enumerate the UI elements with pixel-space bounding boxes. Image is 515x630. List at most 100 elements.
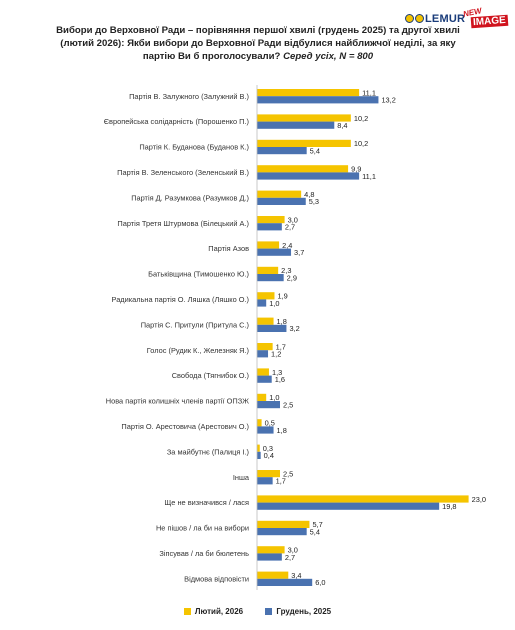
data-label-dec: 2,5 xyxy=(283,400,293,409)
data-label-dec: 1,8 xyxy=(277,426,287,435)
bar-feb xyxy=(257,520,310,528)
data-label-dec: 5,4 xyxy=(310,146,320,155)
bar-feb xyxy=(257,470,280,478)
bar-feb xyxy=(257,292,275,300)
legend-item-feb: Лютий, 2026 xyxy=(183,607,244,616)
category-label: Партія К. Буданова (Буданов К.) xyxy=(139,143,249,152)
bar-feb xyxy=(257,165,349,173)
bar-dec xyxy=(257,553,282,561)
category-label: Ще не визначився / лася xyxy=(164,498,249,507)
bar-dec xyxy=(257,528,307,536)
legend-label-feb: Лютий, 2026 xyxy=(194,607,244,616)
lemur-eye-icon xyxy=(415,14,424,23)
legend-item-dec: Грудень, 2025 xyxy=(265,607,331,616)
data-label-feb: 4,8 xyxy=(304,190,314,199)
data-label-feb: 0,3 xyxy=(263,444,273,453)
data-label-feb: 0,5 xyxy=(265,419,275,428)
bar-feb xyxy=(257,266,279,274)
data-label-feb: 2,4 xyxy=(282,241,292,250)
data-label-feb: 9,9 xyxy=(351,165,361,174)
data-label-feb: 2,5 xyxy=(283,469,293,478)
data-label-feb: 1,9 xyxy=(277,292,287,301)
chart-title-main: Вибори до Верховної Ради – порівняння пе… xyxy=(56,25,460,62)
lemur-logo: LEMUR xyxy=(405,13,465,25)
data-label-feb: 3,4 xyxy=(291,571,301,580)
category-label: Європейська солідарність (Порошенко П.) xyxy=(104,117,249,126)
data-label-feb: 5,7 xyxy=(312,520,322,529)
data-label-dec: 3,2 xyxy=(289,324,299,333)
bar-dec xyxy=(257,299,267,307)
legend-label-dec: Грудень, 2025 xyxy=(276,607,332,616)
legend-swatch-feb xyxy=(183,608,191,615)
bar-dec xyxy=(257,401,280,409)
chart-legend: Лютий, 2026 Грудень, 2025 xyxy=(0,607,515,617)
data-label-feb: 2,3 xyxy=(281,266,291,275)
data-label-dec: 11,1 xyxy=(362,172,376,181)
bar-dec xyxy=(257,147,307,155)
bar-dec xyxy=(257,426,274,434)
category-label: Не пішов / ла би на вибори xyxy=(156,524,249,533)
lemur-logo-text: LEMUR xyxy=(425,13,466,25)
category-label: Інша xyxy=(233,473,250,482)
data-label-feb: 1,3 xyxy=(272,368,282,377)
category-label: Партія О. Арестовича (Арестович О.) xyxy=(121,422,249,431)
data-label-feb: 1,7 xyxy=(276,342,286,351)
data-label-dec: 13,2 xyxy=(381,96,395,105)
category-label: Партія Третя Штурмова (Білецький А.) xyxy=(117,219,249,228)
bar-feb xyxy=(257,89,360,97)
data-label-feb: 1,0 xyxy=(269,393,279,402)
bar-dec xyxy=(257,197,306,205)
data-label-dec: 1,7 xyxy=(276,477,286,486)
bar-feb xyxy=(257,444,260,452)
category-label: Партія В. Зеленського (Зеленський В.) xyxy=(117,168,249,177)
chart-subtitle: Серед усіх, N = 800 xyxy=(283,51,374,62)
brand-logos: LEMUR NEW IMAGE xyxy=(405,6,513,38)
data-label-dec: 5,4 xyxy=(310,527,320,536)
bar-dec xyxy=(257,223,282,231)
category-label: За майбутнє (Палиця І.) xyxy=(167,447,249,456)
data-label-feb: 10,2 xyxy=(354,114,368,123)
bar-feb xyxy=(257,419,262,427)
data-label-feb: 3,0 xyxy=(288,546,298,555)
data-label-feb: 3,0 xyxy=(288,215,298,224)
bar-dec xyxy=(257,96,379,104)
bar-feb xyxy=(257,393,267,401)
data-label-dec: 0,4 xyxy=(264,451,274,460)
bar-dec xyxy=(257,451,261,459)
category-label: Нова партія колишніх членів партії ОПЗЖ xyxy=(106,397,249,406)
bar-dec xyxy=(257,324,287,332)
bar-dec xyxy=(257,350,269,358)
data-label-feb: 11,1 xyxy=(362,88,376,97)
category-label: Зіпсував / ла би бюлетень xyxy=(159,549,249,558)
category-label: Батьківщина (Тимошенко Ю.) xyxy=(148,270,249,279)
bar-feb xyxy=(257,317,274,325)
bar-feb xyxy=(257,368,269,376)
bar-dec xyxy=(257,121,335,129)
bar-dec xyxy=(257,172,360,180)
data-label-feb: 1,8 xyxy=(277,317,287,326)
category-label: Партія Азов xyxy=(208,244,249,253)
category-label: Відмова відповісти xyxy=(184,574,249,583)
data-label-dec: 2,7 xyxy=(285,223,295,232)
bar-feb xyxy=(257,546,285,554)
legend-swatch-dec xyxy=(265,608,273,615)
bar-feb xyxy=(257,241,280,249)
category-label: Радикальна партія О. Ляшка (Ляшко О.) xyxy=(112,295,249,304)
bar-dec xyxy=(257,375,272,383)
bar-feb xyxy=(257,571,289,579)
bar-dec xyxy=(257,248,292,256)
chart-title: Вибори до Верховної Ради – порівняння пе… xyxy=(52,24,464,63)
data-label-feb: 23,0 xyxy=(472,495,486,504)
bar-dec xyxy=(257,578,313,586)
category-label: Партія Д. Разумкова (Разумков Д.) xyxy=(131,193,249,202)
bar-feb xyxy=(257,495,469,503)
data-label-dec: 8,4 xyxy=(337,121,347,130)
data-label-dec: 1,2 xyxy=(271,350,281,359)
data-label-dec: 5,3 xyxy=(309,197,319,206)
data-label-feb: 10,2 xyxy=(354,139,368,148)
data-label-dec: 1,0 xyxy=(269,299,279,308)
category-label: Партія С. Притули (Притула С.) xyxy=(141,320,249,329)
data-label-dec: 6,0 xyxy=(315,578,325,587)
data-label-dec: 2,9 xyxy=(287,273,297,282)
